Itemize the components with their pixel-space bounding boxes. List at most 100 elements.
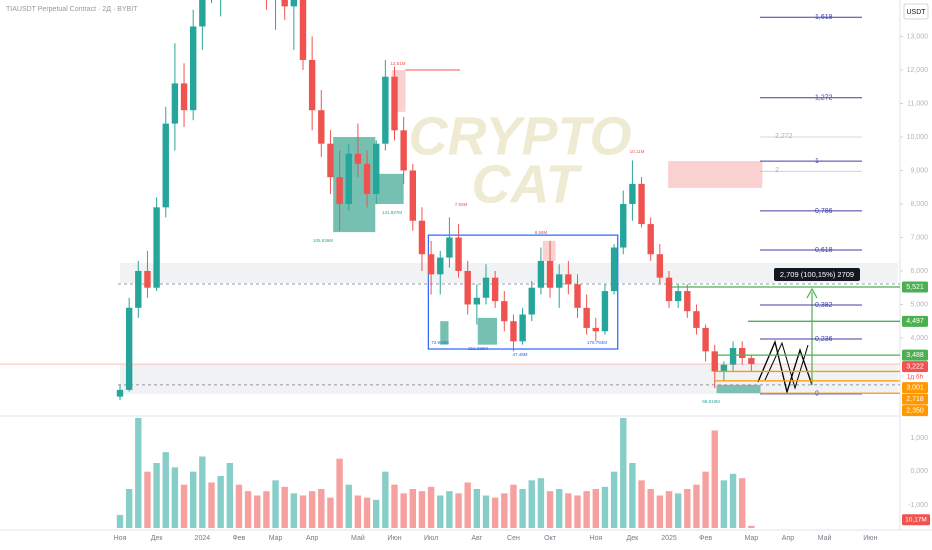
candle-body xyxy=(693,311,700,328)
candle-body xyxy=(473,297,481,305)
volume-bar xyxy=(336,458,343,528)
y-tick-label: 4,000 xyxy=(910,335,928,342)
price-tag-label: 4,497 xyxy=(906,318,924,325)
volume-bar xyxy=(135,418,142,528)
volume-bar xyxy=(125,489,133,528)
candle-body xyxy=(299,0,307,60)
candle-body xyxy=(281,0,288,7)
price-tag xyxy=(902,393,928,405)
zone-demand xyxy=(477,317,497,345)
price-tag-label: 3,488 xyxy=(906,352,924,359)
x-tick-label: Авг xyxy=(471,535,482,542)
volume-bar xyxy=(739,478,746,528)
candle-body xyxy=(400,130,407,171)
price-tag-label: 2,718 xyxy=(906,396,924,403)
volume-bar xyxy=(272,480,279,528)
volume-bar xyxy=(116,515,124,528)
volume-bar xyxy=(720,480,728,528)
annotation: 72.926M xyxy=(431,340,449,345)
price-tag-label: 2,350 xyxy=(906,407,924,414)
chart-title: TIAUSDT Perpetual Contract · 2Д · BYBIT xyxy=(6,6,138,13)
x-tick-label: Апр xyxy=(306,535,318,542)
volume-bar xyxy=(144,471,151,528)
volume-bar xyxy=(556,489,563,528)
volume-bar xyxy=(427,486,435,528)
candle-body xyxy=(455,237,462,271)
y-tick-label: 6,000 xyxy=(910,268,928,275)
volume-bar xyxy=(537,478,545,528)
candle-body xyxy=(537,260,545,288)
candle-body xyxy=(135,270,142,308)
watermark: CRYPTO xyxy=(408,106,631,166)
candle-body xyxy=(153,207,160,288)
price-tag xyxy=(902,405,928,417)
volume-axis-label: 0,000 xyxy=(910,468,928,475)
volume-bar xyxy=(162,452,169,528)
volume-bar xyxy=(473,489,481,528)
measure-tooltip xyxy=(774,268,860,281)
volume-bar xyxy=(446,491,453,528)
x-tick-label: Фев xyxy=(232,535,245,542)
candle-body xyxy=(711,351,718,372)
volume-bar xyxy=(400,493,407,528)
volume-bar xyxy=(519,489,526,528)
volume-bar xyxy=(318,489,325,528)
volume-bar xyxy=(254,495,261,528)
annotation: 8.58M xyxy=(535,230,548,235)
x-tick-label: Ноя xyxy=(114,535,127,542)
x-tick-label: Ноя xyxy=(589,535,602,542)
fib-label: 0,236 xyxy=(815,336,833,343)
volume-bar xyxy=(382,471,389,528)
candle-body xyxy=(565,274,572,285)
y-tick-label: 13,000 xyxy=(907,33,929,40)
x-tick-label: Фев xyxy=(699,535,712,542)
volume-bar xyxy=(656,495,664,528)
volume-bar xyxy=(153,463,160,528)
watermark: CAT xyxy=(472,154,583,214)
candle-body xyxy=(373,143,380,194)
x-tick-label: Май xyxy=(818,534,832,542)
candle-body xyxy=(446,237,453,258)
candle-body xyxy=(510,321,517,342)
volume-bar xyxy=(711,430,718,528)
candle-body xyxy=(363,163,371,194)
candle-body xyxy=(546,260,554,288)
x-tick-label: Июн xyxy=(387,535,401,542)
candle-body xyxy=(629,183,636,204)
volume-bar xyxy=(729,473,737,528)
fib-label: 1,272 xyxy=(815,95,833,102)
volume-bar xyxy=(592,489,599,528)
volume-bar xyxy=(748,525,755,528)
candle-body xyxy=(592,327,599,332)
y-tick-label: 5,000 xyxy=(910,301,928,308)
volume-bar xyxy=(391,484,398,528)
candle-body xyxy=(354,153,362,164)
volume-bar xyxy=(620,418,627,528)
candle-body xyxy=(620,203,627,248)
projection-zigzag xyxy=(764,341,809,390)
candle-body xyxy=(656,254,664,278)
y-tick-label: 7,000 xyxy=(910,234,928,241)
candle-body xyxy=(418,220,426,255)
volume-bar xyxy=(290,493,298,528)
price-tag-label: 3,222 xyxy=(906,363,924,370)
fib-label: 1,618 xyxy=(815,14,833,21)
candle-body xyxy=(491,277,499,302)
fib-label: 0,786 xyxy=(815,208,833,215)
annotation: 105.636M xyxy=(313,238,333,243)
volume-bar xyxy=(327,497,334,528)
volume-bar xyxy=(638,480,645,528)
candle-body xyxy=(199,0,206,27)
candle-body xyxy=(610,247,618,292)
faint-label: 2,272 xyxy=(775,133,793,140)
candle-body xyxy=(427,254,435,275)
candle-body xyxy=(739,348,746,359)
volume-bar xyxy=(693,484,700,528)
volume-bar xyxy=(217,476,224,528)
candle-body xyxy=(638,183,645,225)
candle-body xyxy=(729,348,737,365)
candle-body xyxy=(702,327,709,352)
candle-body xyxy=(336,177,343,204)
fib-label: 0,618 xyxy=(815,247,833,254)
